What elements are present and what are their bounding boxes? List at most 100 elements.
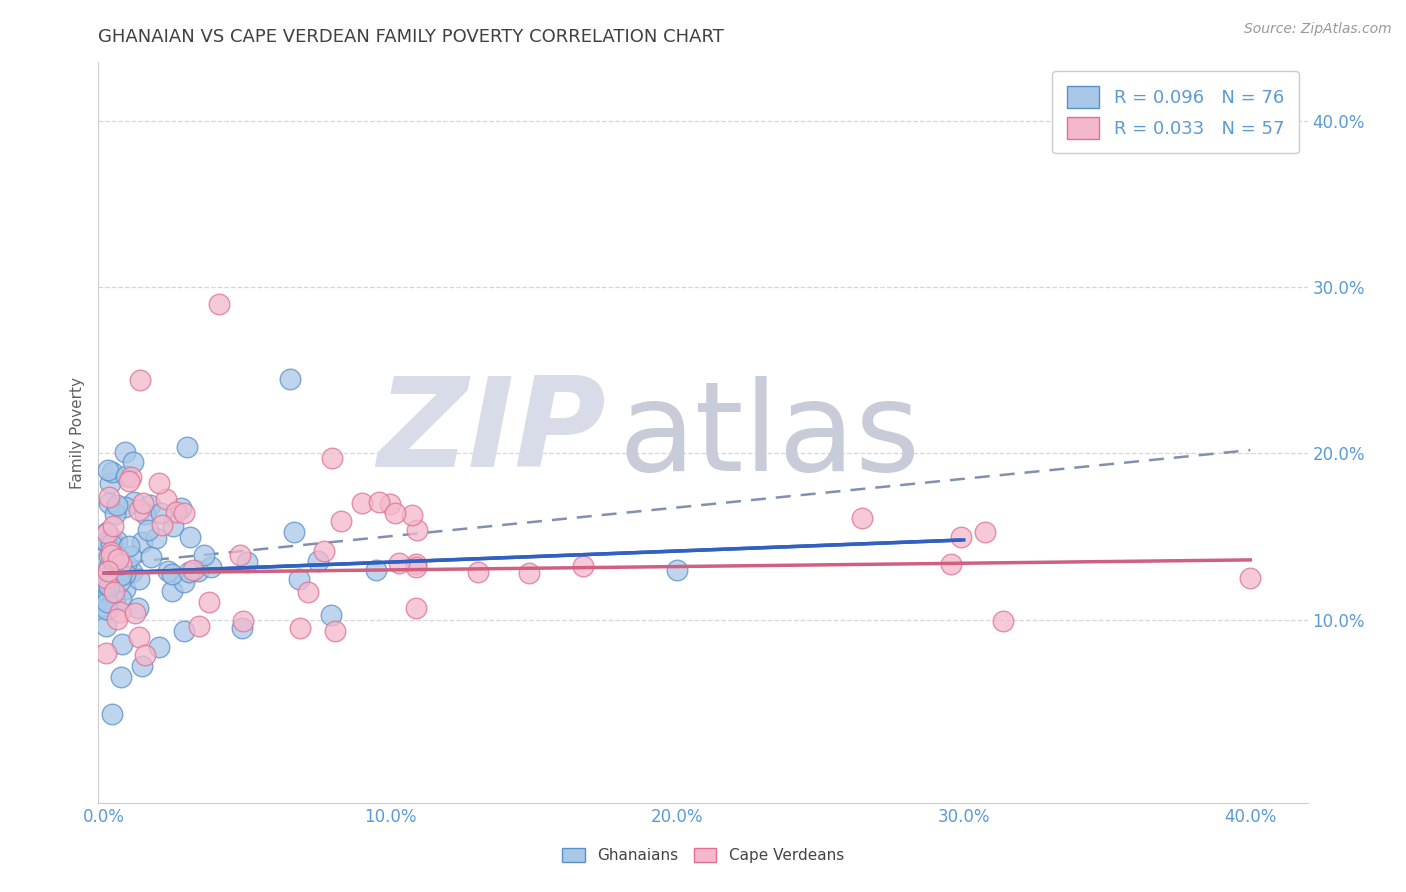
Point — [98, 549, 121, 564]
Point — [100, 545, 122, 559]
Point — [405, 559, 427, 574]
Point — [114, 444, 136, 458]
Point — [97, 573, 120, 587]
Point — [181, 563, 204, 577]
Point — [101, 554, 124, 568]
Point — [939, 557, 962, 571]
Point — [148, 640, 170, 654]
Point — [118, 540, 141, 554]
Point — [110, 670, 132, 684]
Point — [110, 557, 132, 571]
Point — [101, 707, 124, 722]
Point — [107, 549, 129, 564]
Text: Source: ZipAtlas.com: Source: ZipAtlas.com — [1244, 22, 1392, 37]
Point — [176, 440, 198, 454]
Point — [155, 491, 177, 506]
Point — [132, 496, 155, 510]
Point — [120, 470, 142, 484]
Point — [350, 496, 373, 510]
Point — [101, 585, 124, 599]
Point — [851, 511, 873, 525]
Point — [405, 601, 427, 615]
Point — [160, 566, 183, 581]
Point — [131, 535, 153, 549]
Point — [236, 555, 259, 569]
Point — [98, 490, 121, 504]
Point — [170, 501, 193, 516]
Point — [1239, 571, 1261, 585]
Point — [367, 495, 389, 509]
Point — [104, 507, 127, 521]
Point — [288, 573, 311, 587]
Point — [228, 549, 250, 563]
Point — [111, 637, 134, 651]
Point — [974, 525, 997, 540]
Point — [139, 549, 162, 564]
Point — [173, 506, 195, 520]
Point — [288, 622, 311, 636]
Point — [97, 558, 120, 573]
Point — [110, 568, 132, 582]
Point — [101, 465, 124, 479]
Point — [173, 574, 195, 589]
Point — [128, 373, 150, 387]
Point — [162, 583, 184, 598]
Point — [231, 621, 253, 635]
Point — [114, 582, 136, 597]
Point — [283, 525, 305, 540]
Point — [97, 463, 120, 477]
Point — [128, 572, 150, 586]
Y-axis label: Family Poverty: Family Poverty — [69, 376, 84, 489]
Point — [666, 563, 689, 577]
Point — [188, 618, 211, 632]
Point — [120, 549, 142, 563]
Point — [208, 296, 231, 310]
Point — [101, 533, 124, 548]
Point — [200, 560, 222, 574]
Point — [405, 557, 427, 571]
Point — [323, 624, 346, 638]
Point — [134, 508, 156, 522]
Point — [139, 498, 162, 512]
Point — [96, 595, 118, 609]
Point — [108, 574, 131, 588]
Point — [991, 614, 1014, 628]
Point — [107, 498, 129, 512]
Point — [94, 535, 117, 549]
Point — [384, 507, 406, 521]
Point — [134, 648, 156, 662]
Point — [124, 494, 146, 508]
Point — [128, 630, 150, 644]
Point — [96, 524, 118, 539]
Point — [100, 537, 122, 551]
Point — [100, 549, 122, 563]
Point — [110, 592, 132, 607]
Point — [401, 508, 423, 522]
Point — [148, 475, 170, 490]
Point — [321, 451, 343, 466]
Point — [280, 371, 302, 385]
Point — [105, 533, 128, 548]
Point — [572, 558, 595, 573]
Point — [121, 566, 143, 580]
Point — [173, 624, 195, 639]
Point — [329, 514, 352, 528]
Point — [150, 518, 173, 533]
Point — [107, 612, 129, 626]
Point — [94, 646, 117, 660]
Point — [179, 530, 201, 544]
Point — [104, 594, 127, 608]
Point — [114, 468, 136, 483]
Point — [319, 608, 342, 623]
Point — [467, 565, 489, 579]
Point — [94, 577, 117, 591]
Point — [98, 475, 121, 490]
Point — [232, 614, 254, 628]
Point — [145, 531, 167, 545]
Legend: Ghanaians, Cape Verdeans: Ghanaians, Cape Verdeans — [555, 842, 851, 869]
Point — [94, 619, 117, 633]
Point — [97, 496, 120, 510]
Point — [96, 526, 118, 541]
Point — [118, 474, 141, 488]
Point — [97, 579, 120, 593]
